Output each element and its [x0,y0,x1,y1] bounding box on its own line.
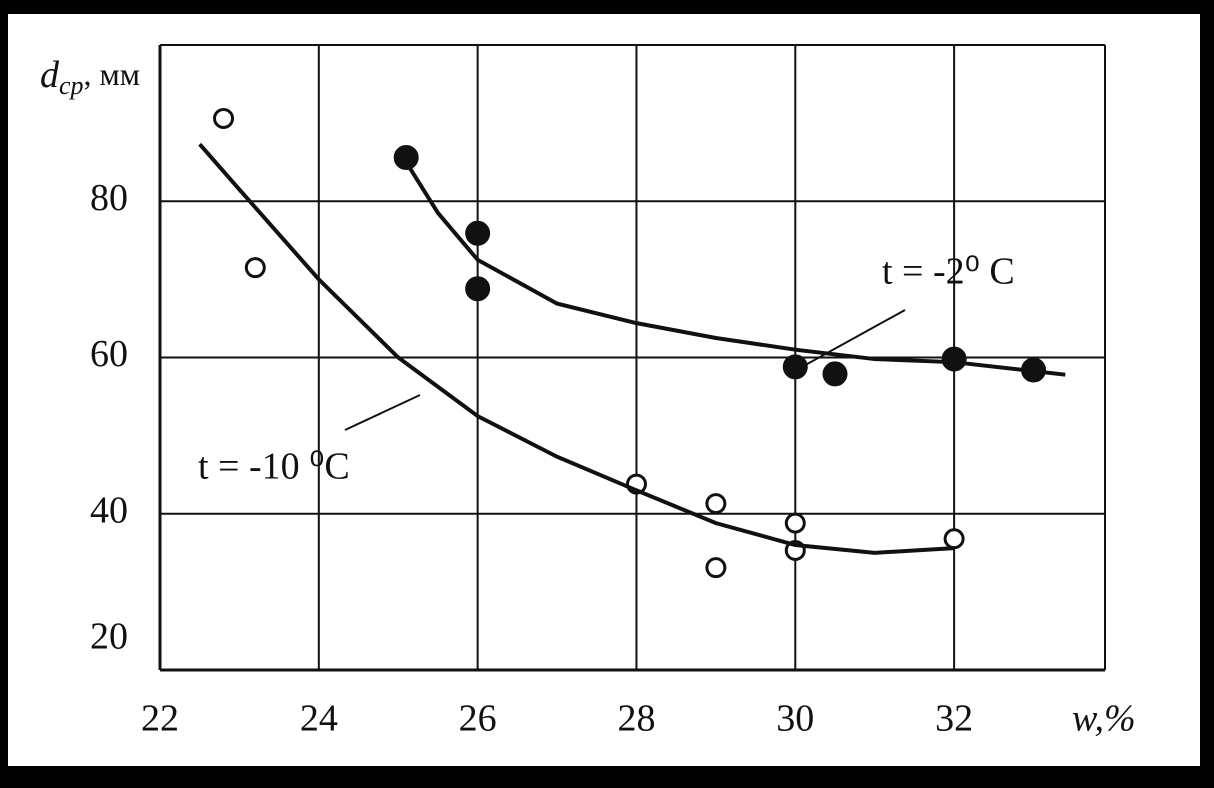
x-tick-label: 30 [776,698,814,740]
point [465,220,491,246]
point [822,361,848,387]
fit-curve [404,161,1066,377]
x-tick-label: 22 [141,698,179,740]
point [213,107,235,129]
y-tick-label: 60 [90,333,128,375]
annotation: t = -2⁰ C [882,251,1015,293]
x-tick-label: 28 [617,698,655,740]
point [782,354,808,380]
point [943,528,965,550]
annotation: t = -10 ⁰C [198,446,350,488]
leader-line [344,394,421,431]
fit-curve [198,142,955,555]
y-tick-label: 20 [90,616,128,658]
point [941,346,967,372]
point [393,145,419,170]
y-label-unit: , мм [84,56,141,92]
y-tick-label: 80 [90,177,128,219]
y-tick-label: 40 [90,489,128,531]
point [465,276,491,302]
point [784,512,806,534]
x-tick-label: 32 [935,698,973,740]
x-tick-label: 26 [459,698,497,740]
x-tick-label: 24 [300,698,338,740]
point [705,493,727,515]
point [705,557,727,579]
point [244,257,266,279]
x-axis-label: w,% [1072,698,1136,740]
y-axis-label: dcp, мм [40,54,140,100]
y-label-main: d [40,54,60,96]
y-label-sub: cp [59,71,84,100]
paper [8,14,1200,766]
